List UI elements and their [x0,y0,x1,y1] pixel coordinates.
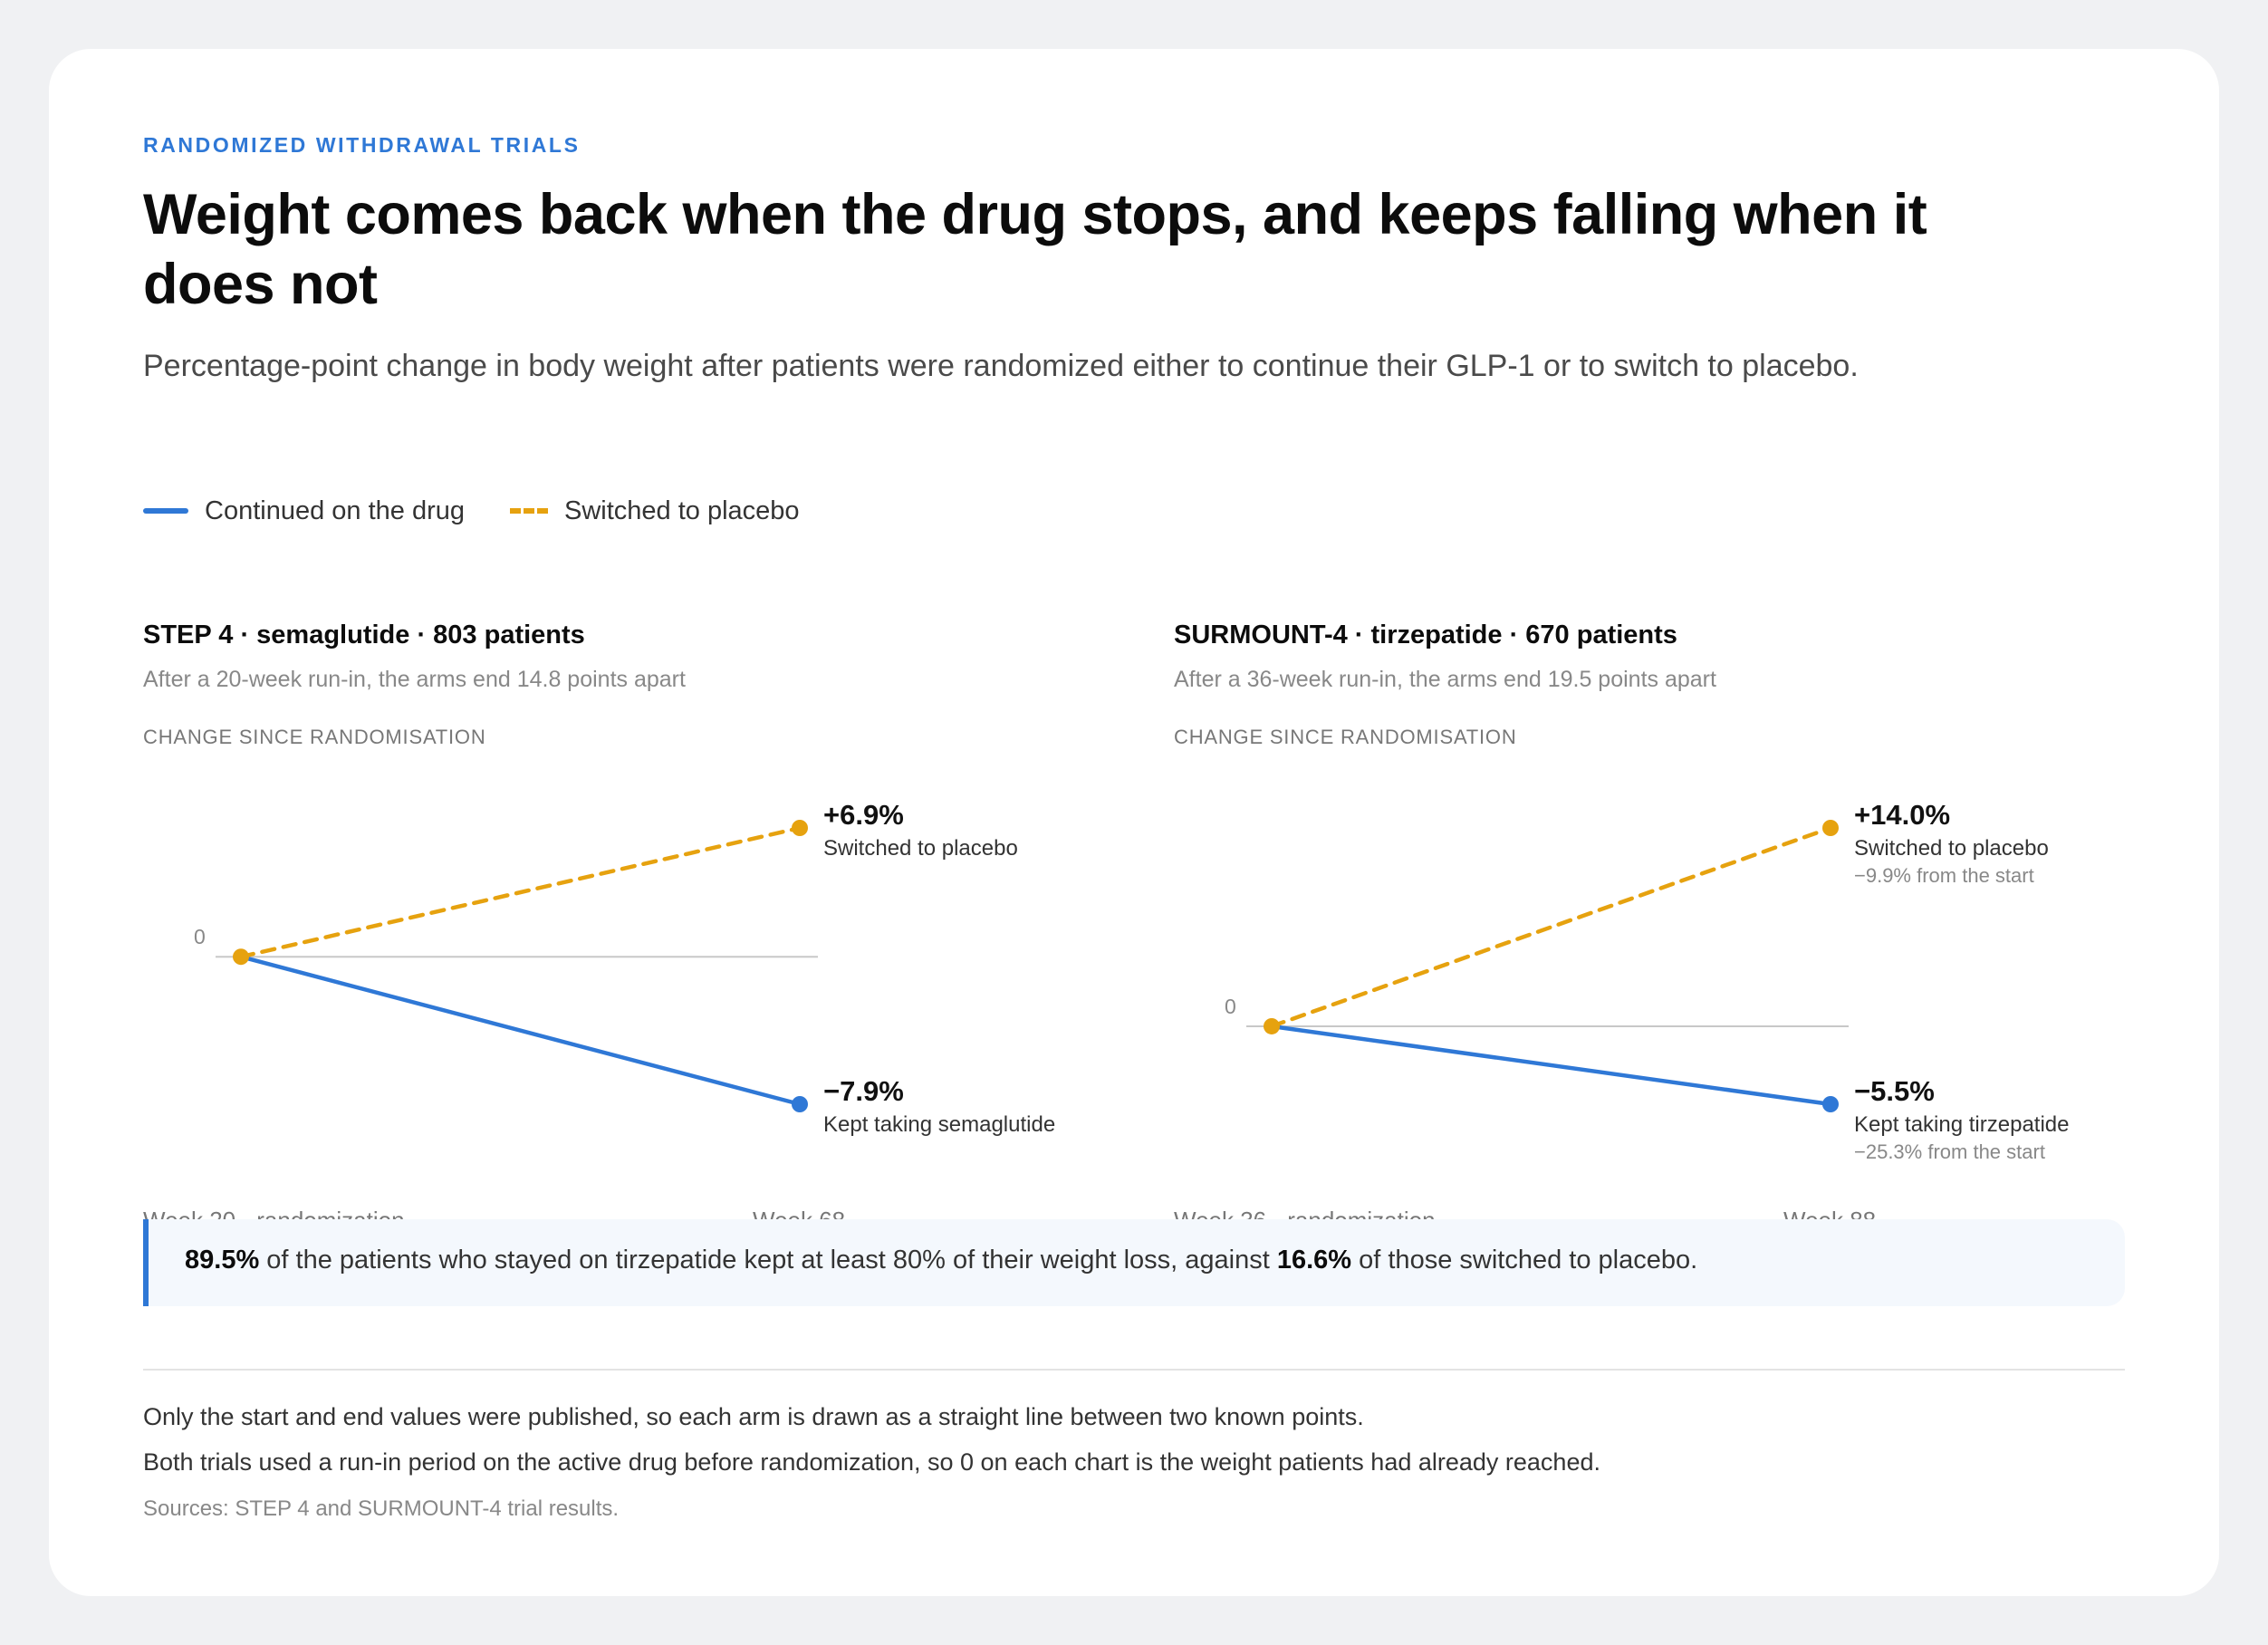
data-label-continued: −5.5% [1854,1075,1935,1107]
callout-value-a: 89.5% [185,1246,260,1275]
legend-item-placebo: Switched to placebo [510,496,800,526]
series-name-continued: Kept taking tirzepatide [1854,1112,2069,1137]
series-line-placebo [1269,825,1833,1029]
footnote: Only the start and end values were publi… [143,1403,1364,1430]
legend: Continued on the drug Switched to placeb… [143,493,845,529]
chart-title: STEP 4 · semaglutide · 803 patients [143,620,585,649]
legend-label-continued: Continued on the drug [205,495,465,525]
callout-text-b: of those switched to placebo. [1351,1246,1698,1275]
footnote: Both trials used a run-in period on the … [143,1448,1600,1476]
chart-subtitle: After a 20-week run-in, the arms end 14.… [143,667,686,692]
eyebrow: RANDOMIZED WITHDRAWAL TRIALS [143,133,581,157]
callout-value-b: 16.6% [1276,1246,1352,1275]
data-label-continued: −7.9% [823,1075,904,1107]
series-note-placebo: −9.9% from the start [1854,864,2034,887]
y-axis-label: CHANGE SINCE RANDOMISATION [1174,726,1517,748]
chart-panel-surmount4: SURMOUNT-4 · tirzepatide · 670 patients … [1174,615,2134,1249]
series-name-continued: Kept taking semaglutide [823,1112,1055,1137]
series-line-placebo [238,825,802,959]
series-name-placebo: Switched to placebo [1854,836,2049,861]
chart-title: SURMOUNT-4 · tirzepatide · 670 patients [1174,620,1677,649]
chart-subtitle: After a 36-week run-in, the arms end 19.… [1174,667,1716,692]
data-point-continued-end [792,1096,808,1112]
callout-text-a: of the patients who stayed on tirzepatid… [259,1246,1277,1275]
legend-item-continued: Continued on the drug [143,496,465,526]
legend-swatch-continued [143,508,188,514]
y-tick-label: 0 [1225,995,1236,1018]
series-line-continued [1269,1024,1833,1107]
legend-swatch-placebo [510,508,548,514]
data-point-continued-end [1822,1096,1839,1112]
key-finding-callout: 89.5% of the patients who stayed on tirz… [143,1219,2125,1306]
legend-label-placebo: Switched to placebo [564,495,800,525]
chart-plot: 0Week 36 · randomizationWeek 88+14.0%Swi… [1174,799,2069,1234]
data-point-placebo-end [792,820,808,836]
chart-card: RANDOMIZED WITHDRAWAL TRIALS Weight come… [49,49,2219,1596]
divider [143,1369,2125,1371]
source-note: Sources: STEP 4 and SURMOUNT-4 trial res… [143,1496,620,1521]
data-point-start [1264,1017,1280,1034]
series-line-continued [238,954,802,1107]
data-label-placebo: +14.0% [1854,799,1950,831]
callout-text: 89.5% of the patients who stayed on tirz… [185,1246,1697,1275]
data-point-start [233,948,249,966]
series-note-continued: −25.3% from the start [1854,1140,2045,1163]
page-subtitle: Percentage-point change in body weight a… [143,349,1859,383]
data-label-placebo: +6.9% [823,799,904,831]
page-title: Weight comes back when the drug stops, a… [143,183,1927,316]
y-tick-label: 0 [194,925,206,948]
chart-panel-step4: STEP 4 · semaglutide · 803 patients Afte… [143,615,1103,1249]
series-name-placebo: Switched to placebo [823,836,1018,861]
y-axis-label: CHANGE SINCE RANDOMISATION [143,726,486,748]
chart-plot: 0Week 20 · randomizationWeek 68+6.9%Swit… [143,799,1055,1234]
data-point-placebo-end [1822,820,1839,836]
